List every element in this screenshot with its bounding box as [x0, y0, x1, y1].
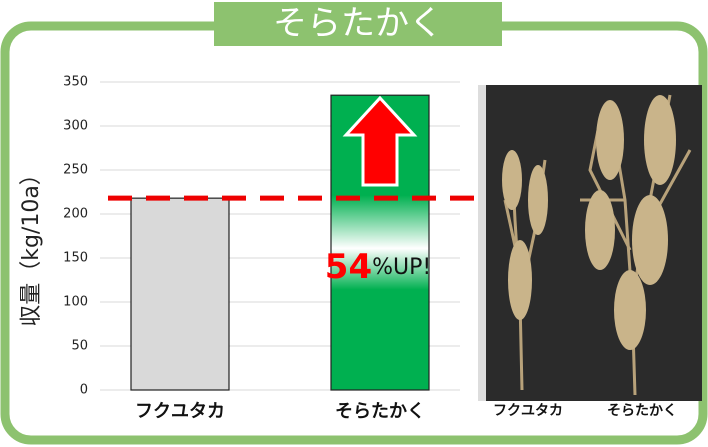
y-tick-label: 100	[63, 295, 88, 310]
y-axis-label: 収量（kg/10a）	[19, 163, 44, 327]
annotation: 54%UP!	[325, 247, 431, 287]
title-tab	[214, 2, 502, 46]
chart-title: そらたかく	[273, 4, 443, 44]
y-tick-label: 0	[80, 383, 88, 398]
photo-label: そらたかく	[607, 403, 677, 419]
plot-area: 0 50 100 150 200 250 300 350 フクユタカ そらたかく	[63, 75, 460, 422]
x-tick-label: フクユタカ	[135, 401, 225, 422]
bar	[130, 197, 230, 391]
y-tick-label: 50	[71, 339, 88, 354]
photo	[478, 85, 702, 401]
x-tick-label: そらたかく	[335, 401, 425, 422]
annotation-text: %UP!	[372, 255, 431, 280]
y-tick-label: 150	[63, 251, 88, 266]
y-tick-label: 200	[63, 207, 88, 222]
y-tick-label: 300	[63, 119, 88, 134]
y-tick-label: 350	[63, 75, 88, 90]
photo-label: フクユタカ	[493, 403, 563, 419]
annotation-number: 54	[325, 247, 372, 287]
y-tick-label: 250	[63, 163, 88, 178]
up-arrow	[342, 95, 418, 187]
